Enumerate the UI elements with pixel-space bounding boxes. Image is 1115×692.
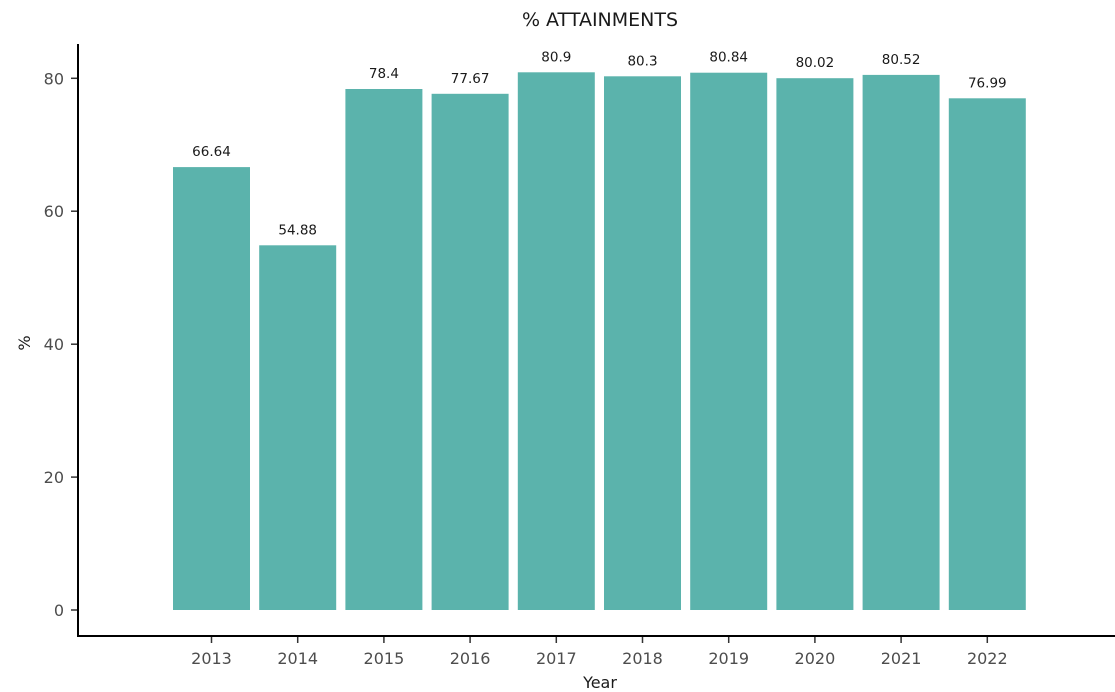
y-axis-ticks: 0 20 40 60 80	[44, 69, 77, 620]
x-axis-ticks: 2013 2014 2015 2016 2017 2018 2019 2020 2021 2022	[191, 637, 1008, 668]
x-tick-label-2014: 2014	[277, 649, 318, 668]
data-label-2021: 80.52	[882, 52, 921, 68]
y-tick-label-60: 60	[44, 202, 64, 221]
data-label-2016: 77.67	[451, 71, 490, 87]
bar-2020	[776, 78, 854, 610]
x-tick-label-2016: 2016	[450, 649, 491, 668]
y-tick-label-40: 40	[44, 335, 64, 354]
bar-2021	[862, 74, 940, 610]
data-label-2014: 54.88	[278, 222, 317, 238]
bar-2016	[431, 93, 509, 611]
x-tick-label-2022: 2022	[967, 649, 1008, 668]
data-label-2013: 66.64	[192, 144, 231, 160]
y-axis-title: %	[15, 335, 34, 350]
x-tick-label-2018: 2018	[622, 649, 663, 668]
bar-2015	[345, 89, 423, 610]
x-tick-label-2021: 2021	[881, 649, 922, 668]
y-tick-label-20: 20	[44, 468, 64, 487]
x-tick-label-2013: 2013	[191, 649, 232, 668]
data-label-2015: 78.4	[369, 66, 399, 82]
bar-2022	[948, 98, 1026, 611]
data-label-2017: 80.9	[541, 49, 571, 65]
x-tick-label-2020: 2020	[795, 649, 836, 668]
x-tick-label-2017: 2017	[536, 649, 577, 668]
x-tick-label-2015: 2015	[364, 649, 405, 668]
bar-2017	[517, 72, 595, 611]
y-tick-label-80: 80	[44, 69, 64, 88]
bar-2014	[259, 245, 337, 611]
data-labels-layer: 66.64 54.88 78.4 77.67 80.9 80.3 80.84 80.02 80.…	[192, 49, 1006, 238]
y-tick-label-0: 0	[54, 601, 64, 620]
bar-2019	[690, 72, 768, 610]
data-label-2018: 80.3	[627, 53, 657, 69]
chart-title: % ATTAINMENTS	[522, 9, 678, 31]
data-label-2020: 80.02	[796, 55, 835, 71]
data-label-2019: 80.84	[709, 50, 748, 66]
bar-2013	[173, 167, 250, 610]
bar-2018	[604, 76, 681, 611]
x-axis-title: Year	[582, 673, 617, 692]
x-tick-label-2019: 2019	[708, 649, 749, 668]
data-label-2022: 76.99	[968, 75, 1007, 91]
bars-layer	[173, 72, 1026, 611]
